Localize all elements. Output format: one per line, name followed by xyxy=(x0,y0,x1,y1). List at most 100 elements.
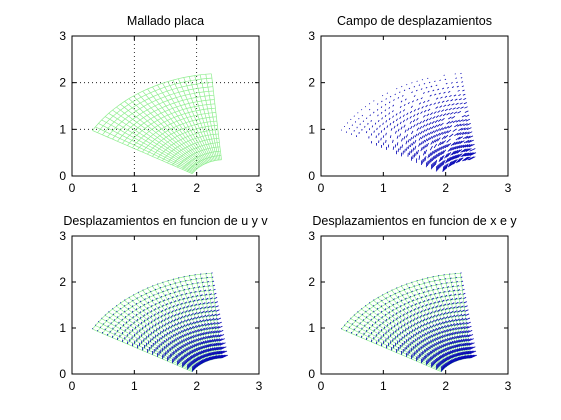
arrow xyxy=(196,324,201,328)
arrow xyxy=(443,165,446,172)
arrow xyxy=(209,314,214,317)
arrow xyxy=(464,152,472,157)
arrow xyxy=(178,277,180,279)
arrow xyxy=(382,333,385,337)
arrow xyxy=(425,132,429,137)
arrow xyxy=(447,152,452,158)
arrow xyxy=(449,120,454,124)
arrow xyxy=(437,164,440,170)
arrow xyxy=(206,339,212,344)
y-tick-label: 0 xyxy=(308,169,315,183)
arrow xyxy=(212,326,217,330)
arrow xyxy=(459,355,465,361)
arrow xyxy=(409,314,412,318)
arrow xyxy=(434,133,438,138)
arrow xyxy=(428,281,431,283)
arrow xyxy=(412,135,415,139)
arrow xyxy=(454,314,459,318)
arrow xyxy=(460,152,466,158)
arrow xyxy=(154,334,157,339)
arrow xyxy=(143,314,145,317)
arrow xyxy=(175,348,178,353)
arrow xyxy=(180,302,183,305)
arrow xyxy=(139,316,142,319)
arrow xyxy=(460,334,466,338)
arrow xyxy=(463,148,470,153)
arrow xyxy=(460,346,466,352)
arrow xyxy=(139,311,142,314)
arrow xyxy=(392,314,394,317)
arrow xyxy=(447,315,452,319)
arrow xyxy=(431,156,435,162)
arrow xyxy=(399,133,402,137)
arrow xyxy=(430,338,434,344)
arrow xyxy=(152,336,154,341)
arrow xyxy=(424,348,427,353)
arrow xyxy=(198,350,203,356)
arrow xyxy=(179,325,183,329)
arrow xyxy=(159,331,162,335)
arrow xyxy=(192,365,195,371)
arrow xyxy=(412,114,416,117)
arrow xyxy=(205,352,211,358)
arrow xyxy=(388,117,391,121)
arrow xyxy=(373,329,375,332)
arrow xyxy=(186,341,191,346)
arrow xyxy=(460,355,467,360)
arrow xyxy=(448,161,453,167)
arrow xyxy=(392,309,394,312)
arrow xyxy=(447,90,451,93)
arrow xyxy=(418,136,422,141)
arrow xyxy=(386,291,388,293)
arrow xyxy=(457,111,461,114)
arrow xyxy=(393,99,395,101)
arrow xyxy=(209,293,212,296)
arrow xyxy=(136,338,138,342)
arrow xyxy=(460,276,463,278)
arrow xyxy=(165,332,169,336)
arrow xyxy=(176,317,180,321)
arrow xyxy=(441,353,445,359)
arrow xyxy=(150,320,153,324)
arrow xyxy=(441,109,445,112)
arrow xyxy=(190,335,195,339)
arrow xyxy=(462,148,468,153)
arrow xyxy=(458,98,462,101)
arrow xyxy=(464,106,468,109)
arrow xyxy=(217,321,222,325)
arrow xyxy=(460,72,462,75)
arrow xyxy=(418,102,422,105)
arrow xyxy=(192,308,196,311)
mesh-line xyxy=(162,83,210,163)
arrow xyxy=(131,305,134,307)
arrow xyxy=(423,157,425,163)
arrow xyxy=(468,143,475,148)
arrow xyxy=(380,328,383,332)
arrow xyxy=(152,330,155,334)
arrow xyxy=(431,125,435,130)
arrow xyxy=(411,141,415,146)
arrow xyxy=(463,97,467,100)
arrow xyxy=(383,127,386,131)
arrow xyxy=(373,100,375,102)
arrow xyxy=(411,340,415,344)
arrow xyxy=(203,339,209,344)
arrow xyxy=(175,342,178,347)
arrow xyxy=(468,342,475,346)
arrow xyxy=(179,281,182,283)
arrow xyxy=(413,109,417,112)
arrow xyxy=(209,297,213,300)
arrow xyxy=(182,297,185,300)
arrow xyxy=(430,284,433,287)
arrow xyxy=(392,139,394,143)
arrow xyxy=(378,119,380,122)
arrow xyxy=(444,134,449,139)
arrow xyxy=(424,138,428,143)
arrow xyxy=(454,297,458,300)
arrow xyxy=(440,122,444,127)
arrow xyxy=(186,313,190,317)
arrow xyxy=(191,282,194,285)
arrow xyxy=(125,321,128,324)
arrow xyxy=(450,349,455,354)
